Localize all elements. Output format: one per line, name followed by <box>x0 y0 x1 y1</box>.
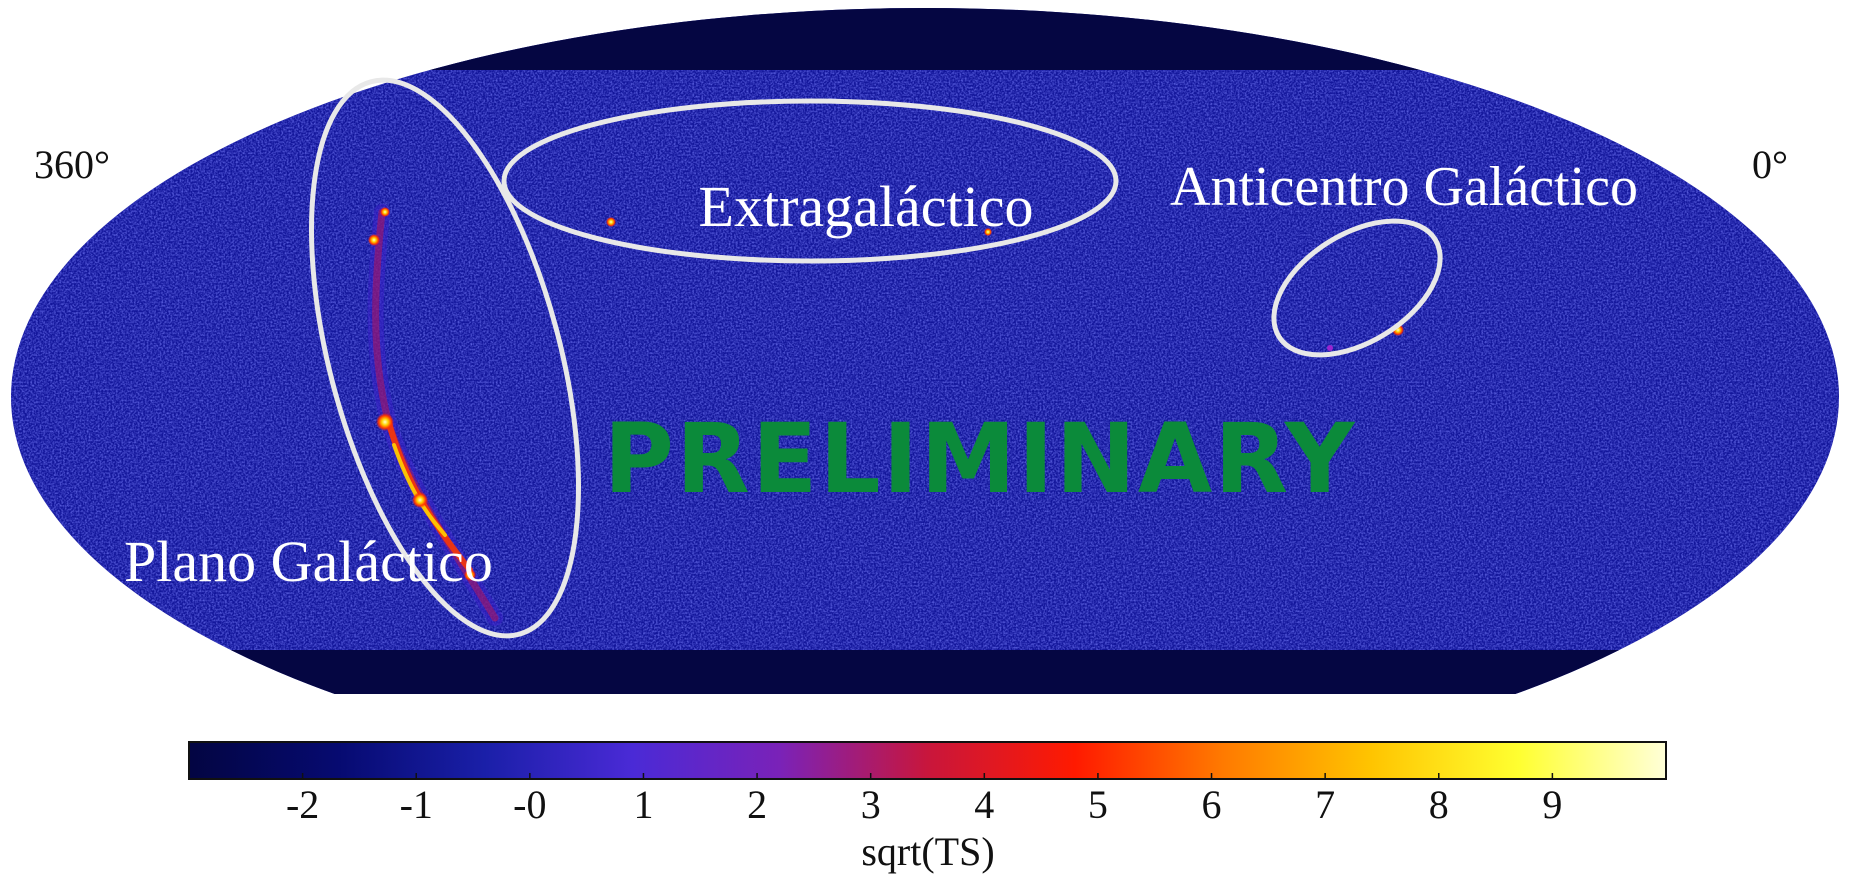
colorbar-tick-label: 3 <box>861 782 881 827</box>
source-gp-5 <box>464 569 476 581</box>
extragalactic-outline <box>501 98 1119 264</box>
galactic-plane-outline <box>309 77 581 639</box>
source-gp-3 <box>376 413 394 431</box>
anticenter-outline <box>1271 218 1443 358</box>
region-outlines <box>309 77 1443 639</box>
colorbar-ticks: -2 -1 -0 1 2 3 4 5 6 7 8 9 <box>286 773 1562 827</box>
colorbar-tick-label: -1 <box>400 782 433 827</box>
label-galactic-plane: Plano Galáctico <box>124 529 493 594</box>
preliminary-watermark: PRELIMINARY <box>604 403 1357 515</box>
source-eg-1 <box>606 217 616 227</box>
colorbar-tick-label: 1 <box>633 782 653 827</box>
masked-band-top <box>11 8 1839 70</box>
point-sources <box>368 207 1404 581</box>
source-gp-4 <box>412 492 428 508</box>
lon-label-right: 0° <box>1752 142 1788 187</box>
colorbar-tick-label: 6 <box>1202 782 1222 827</box>
colorbar: -2 -1 -0 1 2 3 4 5 6 7 8 9 sqrt(TS) <box>188 741 1667 874</box>
colorbar-tick-label: 5 <box>1088 782 1108 827</box>
colorbar-bar <box>188 741 1667 780</box>
colorbar-tick-label: 2 <box>747 782 767 827</box>
label-extragalactic: Extragaláctico <box>699 174 1034 239</box>
colorbar-label: sqrt(TS) <box>861 829 994 874</box>
colorbar-tick-label: -2 <box>286 782 319 827</box>
colorbar-tick-label: 9 <box>1542 782 1562 827</box>
source-gp-1 <box>380 207 390 217</box>
source-gp-2 <box>368 234 380 246</box>
source-ac-2 <box>1327 345 1333 351</box>
colorbar-tick-label: -0 <box>513 782 546 827</box>
label-anticenter: Anticentro Galáctico <box>1170 156 1638 218</box>
colorbar-tick-label: 7 <box>1315 782 1335 827</box>
colorbar-tick-label: 8 <box>1429 782 1449 827</box>
source-eg-2 <box>984 228 992 236</box>
masked-band-bottom <box>11 650 1839 694</box>
lon-label-left: 360° <box>34 142 110 187</box>
colorbar-tick-label: 4 <box>974 782 994 827</box>
